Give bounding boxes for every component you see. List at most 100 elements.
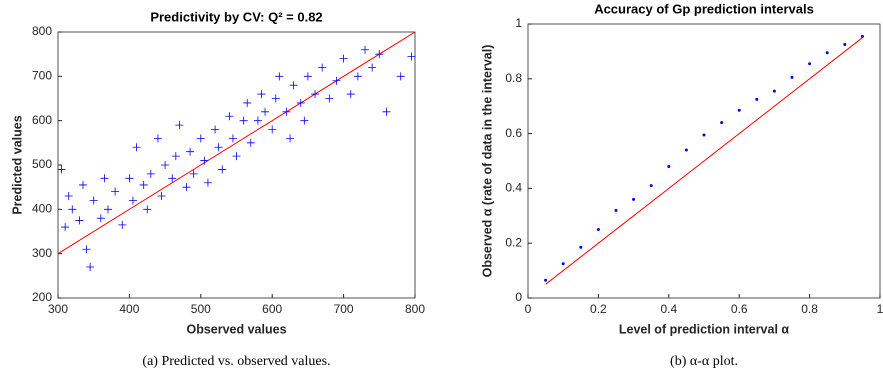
y-tick-label: 200 [32, 290, 52, 304]
data-point [103, 205, 112, 214]
data-point [737, 108, 741, 112]
data-point [720, 121, 724, 125]
data-point [168, 174, 177, 183]
x-tick-label: 0.4 [660, 302, 677, 316]
y-tick-label: 400 [32, 202, 52, 216]
data-point [100, 174, 109, 183]
data-point [153, 134, 162, 143]
data-point [111, 187, 120, 196]
x-tick-label: 500 [191, 302, 211, 316]
data-point [407, 52, 416, 61]
data-point [89, 196, 98, 205]
data-point [225, 112, 234, 121]
data-point [253, 116, 262, 125]
data-point [200, 156, 209, 165]
data-point [243, 98, 252, 107]
data-point [275, 72, 284, 81]
data-point [325, 94, 334, 103]
data-point [361, 45, 370, 54]
x-axis-label: Observed values [186, 322, 286, 336]
data-point [196, 134, 205, 143]
x-tick-label: 800 [405, 302, 425, 316]
data-point [143, 205, 152, 214]
y-axis-label: Predicted values [10, 115, 24, 214]
data-point [271, 94, 280, 103]
chart-title: Accuracy of Gp prediction intervals [594, 1, 814, 16]
data-point [289, 81, 298, 90]
data-point [64, 192, 73, 201]
x-tick-label: 0.8 [801, 302, 818, 316]
data-point [157, 192, 166, 201]
chart-title: Predictivity by CV: Q² = 0.82 [150, 9, 322, 24]
data-point [118, 220, 127, 229]
data-point [232, 152, 241, 161]
data-point [596, 228, 600, 231]
caption: (b) α-α plot. [670, 354, 738, 369]
data-point [860, 34, 864, 38]
y-tick-label: 500 [32, 157, 52, 171]
data-point [61, 223, 70, 232]
data-point [171, 152, 180, 161]
caption: (a) Predicted vs. observed values. [142, 354, 330, 369]
data-point [125, 174, 134, 183]
y-tick-label: 1 [515, 16, 522, 30]
x-tick-label: 700 [334, 302, 354, 316]
reference-line [545, 37, 863, 285]
data-point [339, 54, 348, 63]
data-point [561, 262, 565, 266]
data-point [161, 161, 170, 169]
data-point [75, 216, 84, 225]
reference-line [57, 31, 416, 255]
data-point [790, 75, 794, 79]
plot-area [57, 31, 416, 299]
data-point [228, 134, 237, 143]
data-point [175, 121, 184, 130]
data-point [579, 245, 583, 249]
x-tick-label: 1 [877, 302, 883, 316]
data-point [218, 165, 227, 174]
data-point [139, 180, 148, 189]
data-point [332, 76, 341, 85]
data-point [239, 116, 248, 125]
y-tick-label: 800 [32, 24, 52, 38]
data-point [396, 72, 405, 81]
data-point [346, 90, 355, 99]
y-tick-label: 0 [515, 290, 522, 304]
data-point [649, 184, 653, 188]
data-point [808, 62, 812, 66]
y-axis-label: Observed α (rate of data in the interval… [480, 45, 494, 278]
x-tick-label: 0.2 [590, 302, 607, 316]
data-point [86, 262, 95, 271]
data-point [382, 107, 391, 116]
data-point [257, 90, 266, 99]
data-point [211, 125, 220, 134]
data-point [186, 147, 195, 156]
y-tick-label: 600 [32, 113, 52, 127]
x-tick-label: 0.6 [731, 302, 748, 316]
data-point [375, 50, 384, 59]
data-point [296, 98, 305, 107]
data-point [632, 197, 636, 201]
y-tick-label: 0.8 [505, 71, 522, 85]
data-point [146, 169, 155, 178]
data-point [78, 180, 87, 189]
x-tick-label: 400 [119, 302, 139, 316]
data-point [825, 51, 829, 55]
x-tick-label: 600 [262, 302, 282, 316]
y-tick-label: 700 [32, 69, 52, 83]
data-point [614, 208, 618, 212]
data-point [667, 164, 671, 168]
data-point [843, 43, 847, 47]
data-point [246, 138, 255, 147]
data-point [303, 72, 312, 81]
data-point [68, 205, 77, 214]
data-point [203, 178, 212, 187]
data-point [702, 133, 706, 137]
y-tick-label: 0.6 [505, 126, 522, 140]
data-point [300, 116, 309, 125]
data-point [368, 63, 377, 72]
data-point [286, 134, 295, 143]
x-tick-label: 0 [525, 302, 532, 316]
data-point [772, 89, 776, 93]
